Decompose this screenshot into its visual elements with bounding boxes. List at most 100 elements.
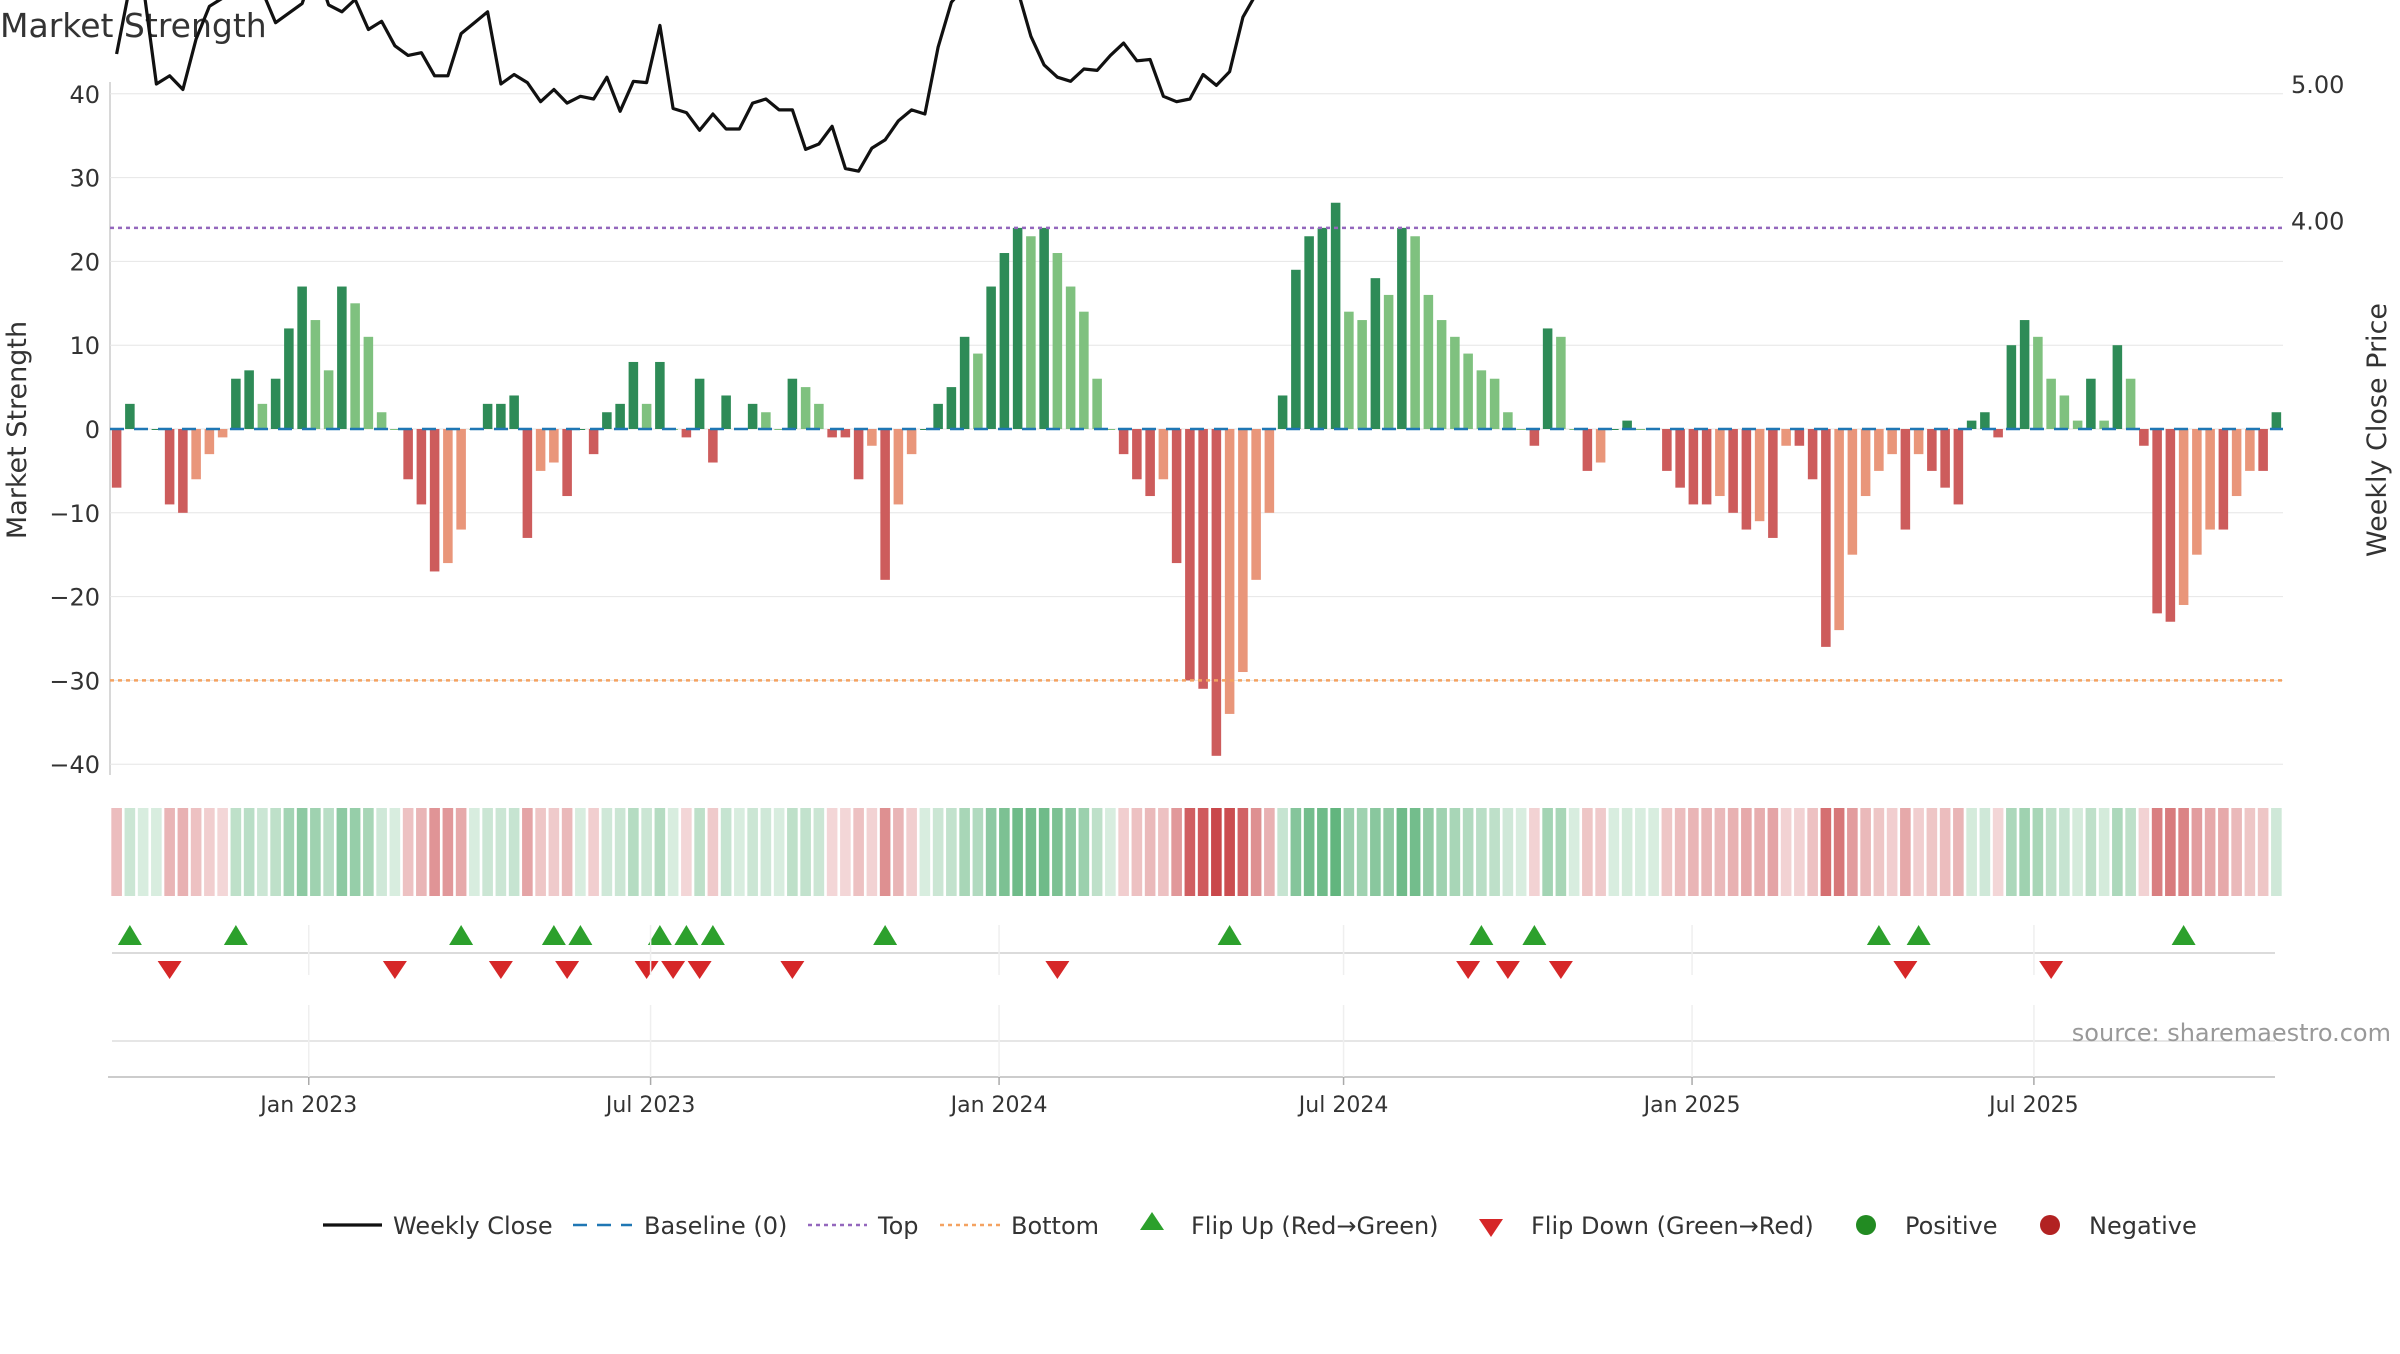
heat-strip-cell: [734, 808, 745, 896]
strength-bar: [1238, 429, 1248, 673]
strength-bar: [906, 429, 917, 455]
strength-bar: [1357, 320, 1367, 429]
strength-bar: [1277, 395, 1288, 429]
heat-strip-cell: [1343, 808, 1355, 896]
strength-bar: [1529, 429, 1540, 446]
heat-strip-cell: [1582, 808, 1593, 896]
heat-strip-cell: [2271, 808, 2282, 896]
strength-bar: [1781, 429, 1791, 446]
heat-strip-cell: [1966, 808, 1977, 896]
heat-strip-cell: [283, 808, 295, 896]
heat-strip-cell: [310, 808, 321, 896]
strength-bar: [456, 429, 466, 530]
heat-strip-cell: [1555, 808, 1567, 896]
heat-strip-cell: [720, 808, 732, 896]
flip-up-marker: [1469, 925, 1494, 945]
strength-bar: [1542, 328, 1553, 429]
strength-bar: [522, 429, 533, 538]
heat-strip-cell: [164, 808, 175, 896]
heat-strip-cell: [866, 808, 878, 896]
heat-strip-cell: [707, 808, 719, 896]
strength-bar: [2192, 429, 2202, 555]
heat-strip-cell: [1542, 808, 1553, 896]
x-axis: Jan 2023 Jul 2023 Jan 2024 Jul 2024 Jan 2025…: [108, 925, 2275, 1118]
heat-strip-cell: [1648, 808, 1659, 896]
heat-strip-cell: [1436, 808, 1447, 896]
legend-label-top: Top: [877, 1212, 919, 1240]
heat-strip-cell: [561, 808, 573, 896]
flip-down-marker: [1495, 961, 1520, 979]
heat-strip-cell: [402, 808, 414, 896]
heat-strip-cell: [2006, 808, 2017, 896]
heat-strip-cell: [508, 808, 520, 896]
y-tick-right-label: 4.00: [2291, 207, 2344, 235]
heat-strip-cell: [1356, 808, 1368, 896]
heat-strip-cell: [1515, 808, 1527, 896]
heat-strip-cell: [124, 808, 136, 896]
strength-bar: [1489, 378, 1500, 429]
strength-bar: [628, 361, 639, 429]
heat-strip-cell: [1370, 808, 1381, 896]
strength-bar: [920, 429, 930, 430]
heat-strip-cell: [548, 808, 560, 896]
heat-strip-cell: [1741, 808, 1752, 896]
flip-down-marker: [687, 961, 712, 979]
flip-up-marker: [1217, 925, 1242, 945]
strength-bar: [787, 378, 798, 429]
heat-strip-cell: [2138, 808, 2150, 896]
heat-strip-cell: [1674, 808, 1686, 896]
heat-strip-cell: [1105, 808, 1116, 896]
heat-strip-cell: [946, 808, 957, 896]
x-tick-label: Jul 2025: [1987, 1093, 2079, 1118]
strength-bar: [1052, 253, 1063, 429]
strength-bar: [1516, 429, 1526, 430]
strength-bar: [1556, 336, 1566, 429]
heat-strip-cell: [243, 808, 255, 896]
heat-strip-cell: [1052, 808, 1063, 896]
heat-strip-cell: [2112, 808, 2123, 896]
chart-title: Market Strength: [0, 6, 267, 45]
heat-strip-cell: [1992, 808, 2004, 896]
heat-strip-cell: [1264, 808, 1275, 896]
strength-bar: [1463, 353, 1473, 429]
y-tick-left-label: −20: [49, 584, 100, 612]
strength-bar: [111, 429, 122, 488]
flip-up-marker: [1866, 925, 1891, 945]
heat-strip-cell: [919, 808, 931, 896]
heat-strip-cell: [376, 808, 387, 896]
heat-strip-cell: [1330, 808, 1341, 896]
legend-swatch-negative: [2040, 1215, 2060, 1235]
strength-bar: [1476, 370, 1487, 429]
heat-strip-cell: [853, 808, 864, 896]
strength-bar: [337, 286, 347, 429]
strength-bar: [496, 403, 506, 429]
heat-strip-cell: [2059, 808, 2070, 896]
heat-strip-cell: [1383, 808, 1394, 896]
heat-strip-cell: [1171, 808, 1182, 896]
y-tick-left-label: −30: [49, 667, 100, 695]
flip-down-marker: [1548, 961, 1573, 979]
strength-bar: [1966, 420, 1977, 429]
heat-strip-cell: [1091, 808, 1103, 896]
heat-strip-cell: [1250, 808, 1262, 896]
x-tick-label: Jan 2024: [949, 1093, 1048, 1118]
strength-bar: [1105, 429, 1116, 430]
strength-bar: [1423, 294, 1434, 429]
strength-bar: [1291, 269, 1301, 429]
flip-up-marker: [647, 925, 672, 945]
heat-strip-cell: [230, 808, 242, 896]
strength-bar: [1807, 429, 1818, 480]
strength-bar: [1450, 336, 1460, 429]
heat-strip-cell: [323, 808, 334, 896]
heat-strip-cell: [893, 808, 904, 896]
flip-down-marker: [157, 961, 182, 979]
flip-down-marker: [634, 961, 659, 979]
heat-strip-cell: [1131, 808, 1143, 896]
heat-strip-cell: [1144, 808, 1156, 896]
strength-bar: [1834, 429, 1844, 631]
heat-strip-cell: [1423, 808, 1434, 896]
heat-strip-cell: [2072, 808, 2083, 896]
strength-bar: [1675, 429, 1685, 488]
heat-strip-cell: [257, 808, 268, 896]
heat-strip-cell: [1038, 808, 1050, 896]
